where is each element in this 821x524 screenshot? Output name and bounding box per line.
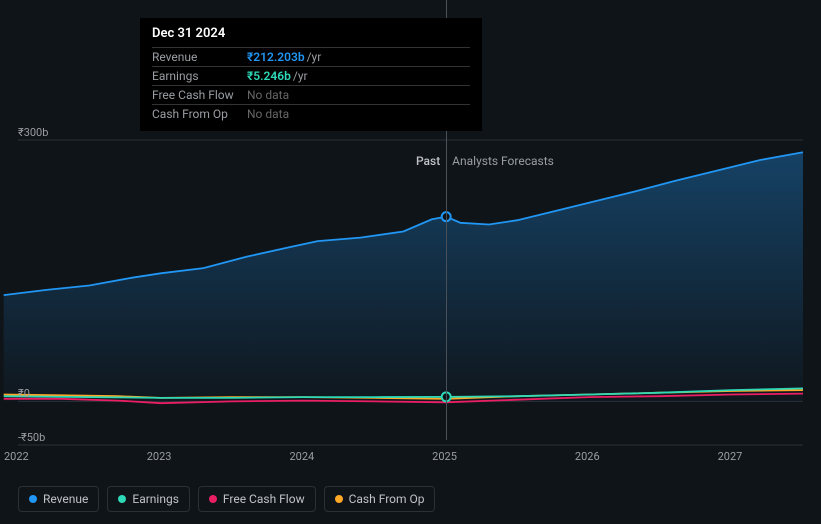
chart-svg	[18, 140, 803, 445]
legend-item[interactable]: Earnings	[107, 486, 190, 512]
x-axis-label: 2023	[147, 450, 172, 463]
legend-color-dot	[209, 495, 217, 503]
y-axis-label: -₹50b	[18, 431, 45, 444]
x-axis-label: 2024	[289, 450, 314, 463]
tooltip-row: Earnings₹5.246b /yr	[152, 66, 470, 85]
tooltip-metric-unit: /yr	[293, 69, 308, 83]
legend-color-dot	[118, 495, 126, 503]
tooltip-metric-value: ₹212.203b	[247, 50, 305, 64]
tooltip-row: Revenue₹212.203b /yr	[152, 47, 470, 66]
legend-label: Cash From Op	[349, 492, 425, 506]
legend-label: Revenue	[43, 492, 88, 506]
tooltip-metric-label: Free Cash Flow	[152, 88, 247, 102]
past-label: Past	[416, 154, 440, 168]
chart-plot-area[interactable]: ₹300b₹0-₹50bPastAnalysts Forecasts	[18, 140, 803, 445]
tooltip-metric-label: Earnings	[152, 69, 247, 83]
y-axis-label: ₹0	[18, 387, 30, 400]
legend-item[interactable]: Cash From Op	[324, 486, 436, 512]
tooltip-metric-value: ₹5.246b	[247, 69, 291, 83]
legend-label: Free Cash Flow	[223, 492, 305, 506]
chart-legend: Revenue Earnings Free Cash Flow Cash From O…	[18, 486, 435, 512]
financial-chart: Dec 31 2024 Revenue₹212.203b /yrEarnings…	[0, 0, 821, 524]
tooltip-row: Free Cash FlowNo data	[152, 85, 470, 104]
legend-item[interactable]: Free Cash Flow	[198, 486, 316, 512]
tooltip-metric-label: Revenue	[152, 50, 247, 64]
x-axis-label: 2022	[4, 450, 29, 463]
legend-color-dot	[335, 495, 343, 503]
legend-label: Earnings	[132, 492, 179, 506]
tooltip-metric-label: Cash From Op	[152, 107, 247, 121]
y-axis-label: ₹300b	[18, 126, 48, 139]
legend-color-dot	[29, 495, 37, 503]
legend-item[interactable]: Revenue	[18, 486, 99, 512]
x-axis-label: 2027	[718, 450, 743, 463]
tooltip-no-data: No data	[247, 107, 289, 121]
tooltip-no-data: No data	[247, 88, 289, 102]
chart-tooltip: Dec 31 2024 Revenue₹212.203b /yrEarnings…	[140, 18, 482, 131]
x-axis-label: 2026	[575, 450, 600, 463]
tooltip-metric-unit: /yr	[307, 50, 322, 64]
x-axis-label: 2025	[432, 450, 457, 463]
forecast-label: Analysts Forecasts	[452, 154, 554, 168]
tooltip-row: Cash From OpNo data	[152, 104, 470, 123]
x-axis: 202220232024202520262027	[18, 450, 803, 470]
tooltip-date: Dec 31 2024	[152, 26, 470, 47]
